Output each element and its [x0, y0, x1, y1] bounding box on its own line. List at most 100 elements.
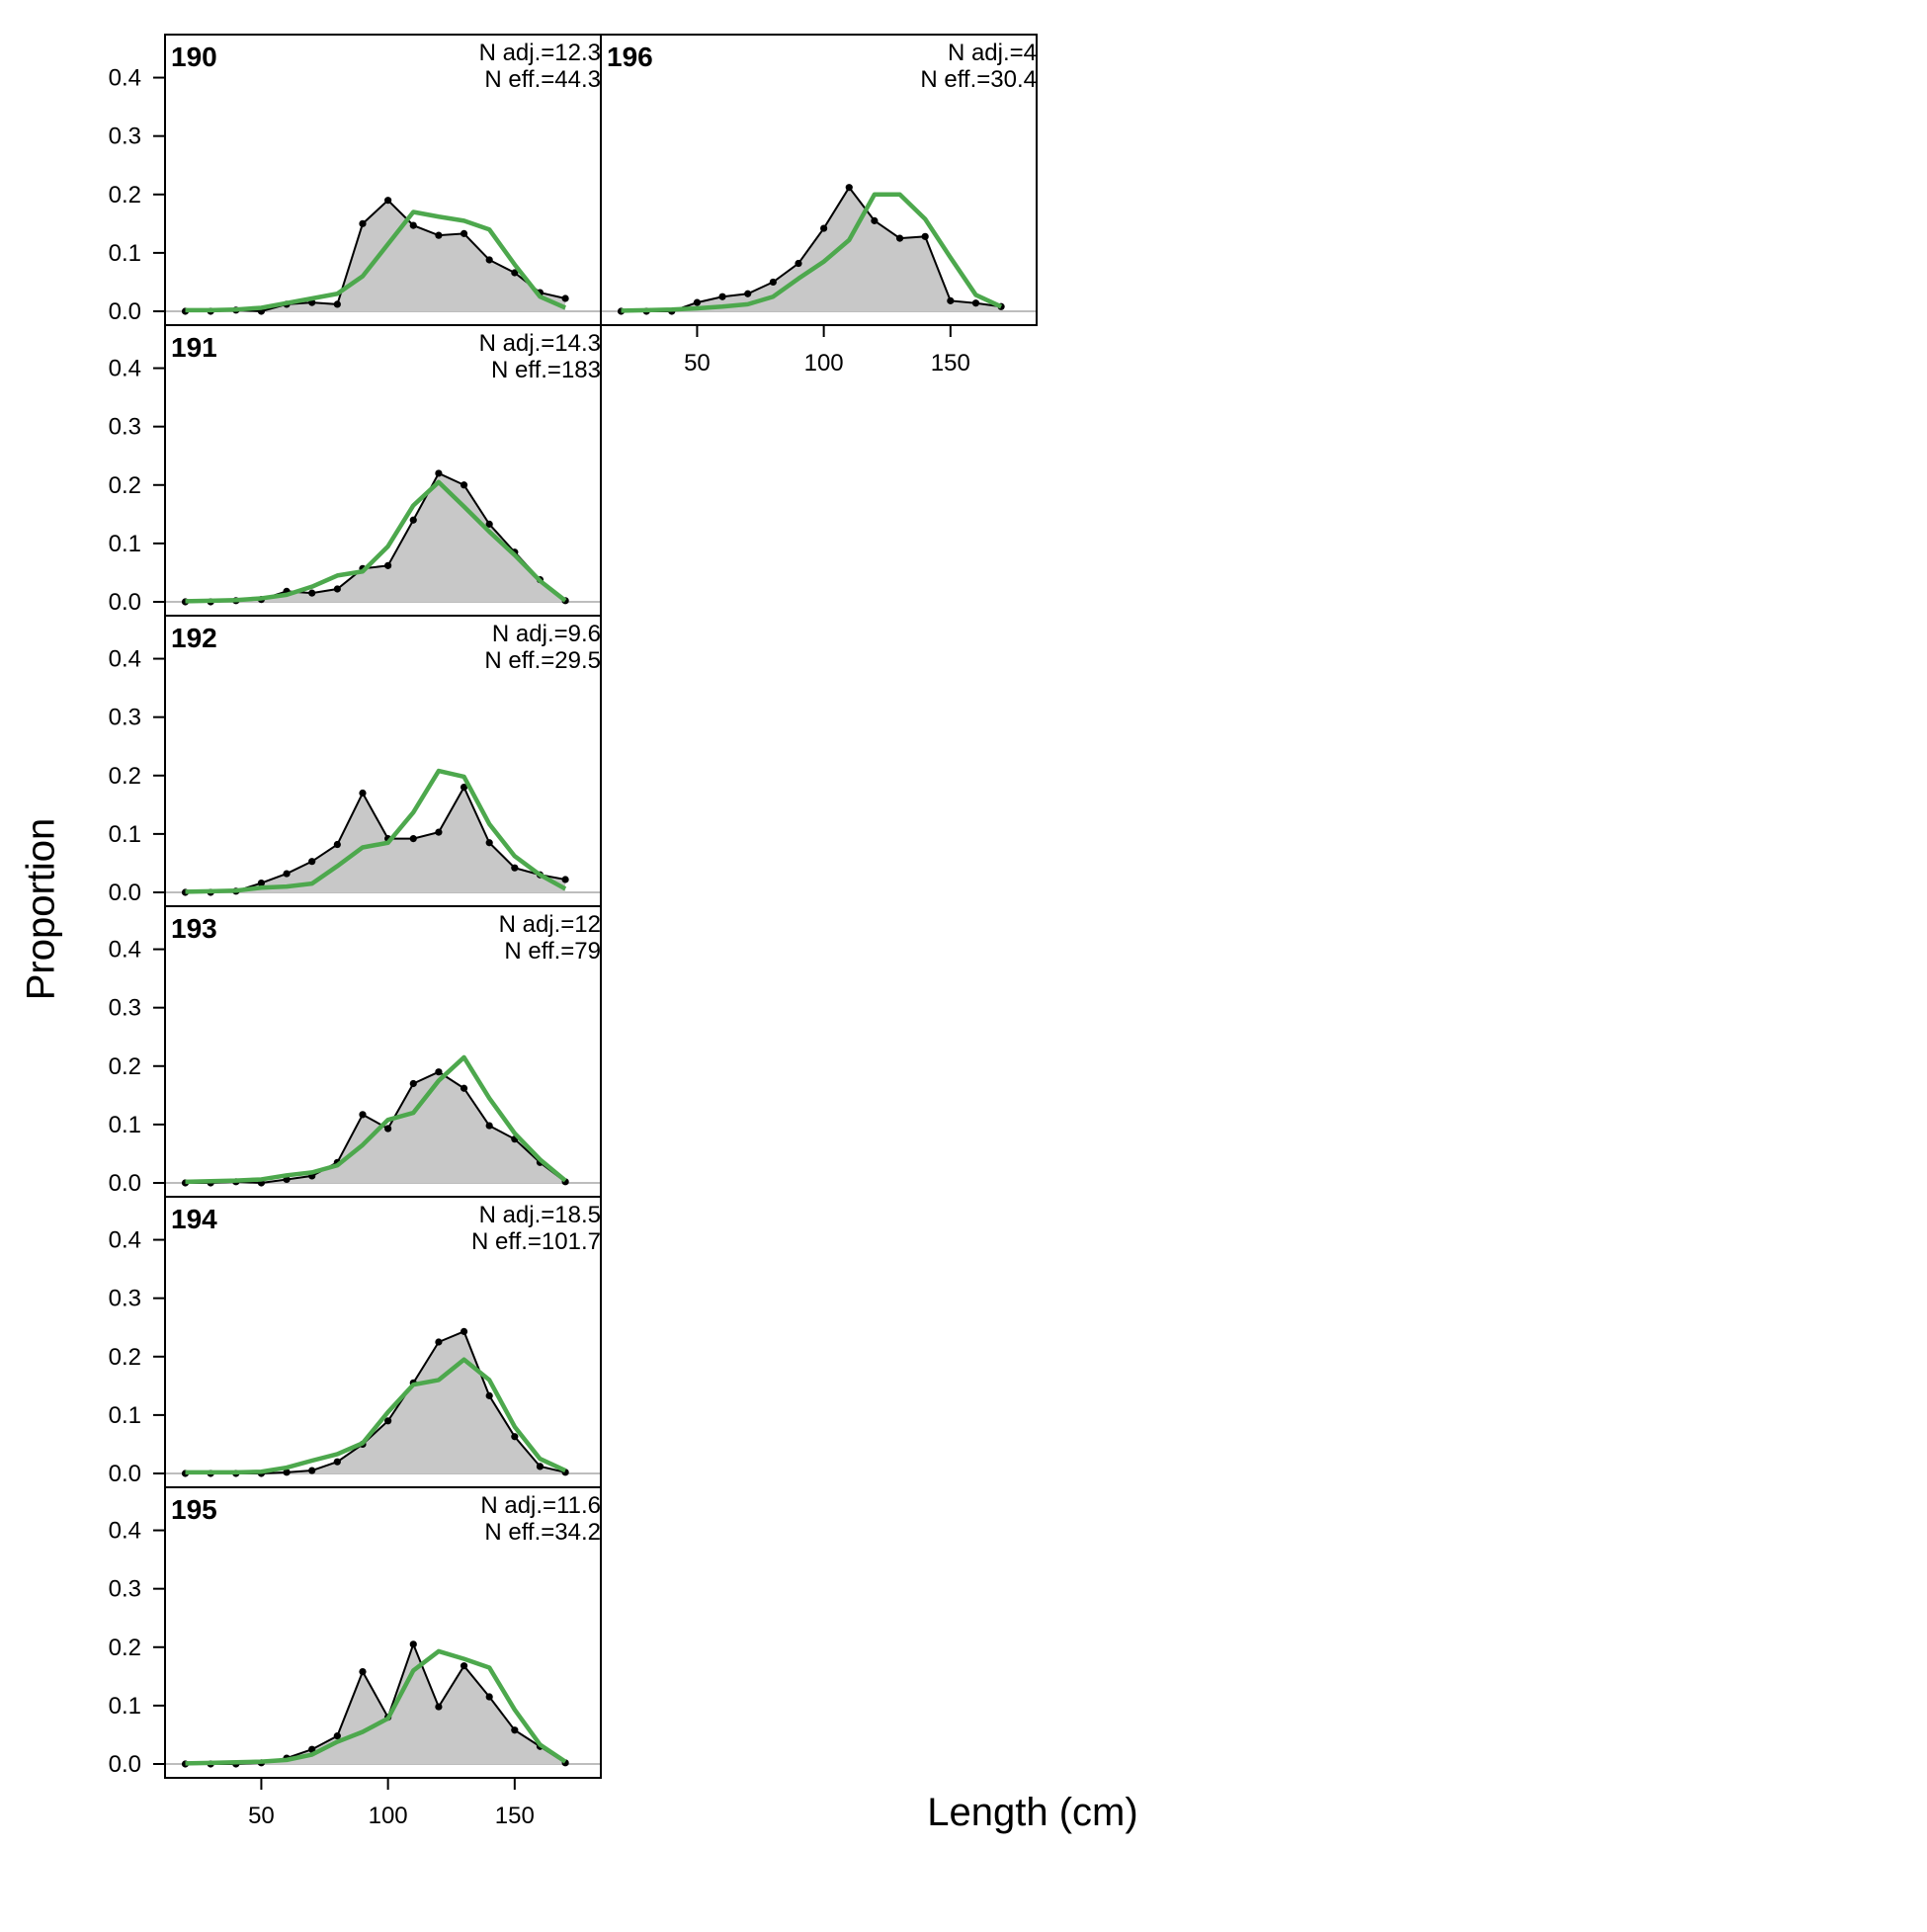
observed-point	[333, 585, 341, 593]
observed-point	[308, 1745, 316, 1753]
y-tick-label: 0.2	[109, 1344, 141, 1371]
observed-point	[308, 1467, 316, 1474]
observed-point	[485, 256, 493, 264]
y-tick-label: 0.4	[109, 937, 141, 964]
y-tick-label: 0.2	[109, 1635, 141, 1661]
n-eff-label: N eff.=30.4	[920, 66, 1037, 93]
y-tick-label: 0.4	[109, 1227, 141, 1254]
n-adj-label: N adj.=14.3	[479, 330, 601, 357]
observed-point	[947, 296, 955, 304]
observed-point	[460, 481, 468, 489]
observed-area	[185, 787, 566, 892]
observed-point	[485, 520, 493, 528]
observed-point	[845, 184, 853, 192]
y-tick-label: 0.0	[109, 1751, 141, 1778]
observed-point	[435, 231, 443, 239]
observed-point	[511, 269, 519, 277]
y-tick-label: 0.0	[109, 1170, 141, 1197]
y-tick-label: 0.2	[109, 763, 141, 790]
expected-series	[185, 210, 567, 313]
observed-point	[536, 1463, 545, 1470]
n-eff-label: N eff.=34.2	[484, 1519, 601, 1546]
observed-point	[333, 300, 341, 308]
y-tick-label: 0.4	[109, 1518, 141, 1545]
observed-point	[460, 1327, 468, 1335]
panel-label: 194	[171, 1204, 217, 1234]
observed-point	[409, 1640, 417, 1648]
observed-point	[460, 229, 468, 237]
observed-point	[333, 1458, 341, 1466]
panel-label: 193	[171, 913, 217, 944]
y-tick-label: 0.3	[109, 705, 141, 731]
panel-label: 196	[607, 42, 653, 72]
y-axis-label: Proportion	[19, 817, 63, 1001]
observed-point	[485, 1693, 493, 1701]
y-tick-label: 0.1	[109, 1402, 141, 1429]
y-tick-label: 0.4	[109, 646, 141, 673]
panel-196: 196 N adj.=4N eff.=30.4 50 100 150	[600, 34, 1038, 377]
observed-point	[333, 840, 341, 849]
observed-area	[185, 1643, 566, 1764]
n-eff-label: N eff.=44.3	[484, 66, 601, 93]
x-axis-label: Length (cm)	[927, 1791, 1138, 1834]
observed-point	[744, 290, 752, 297]
observed-point	[384, 197, 392, 205]
observed-point	[895, 234, 904, 242]
observed-point	[971, 299, 980, 307]
observed-point	[435, 828, 443, 836]
observed-point	[359, 219, 367, 227]
y-tick-label: 0.4	[109, 65, 141, 92]
observed-point	[435, 1338, 443, 1346]
observed-point	[511, 864, 519, 872]
y-tick-label: 0.1	[109, 1693, 141, 1720]
observed-series	[185, 1070, 566, 1185]
observed-point	[460, 784, 468, 792]
observed-point	[359, 1111, 367, 1119]
n-eff-label: N eff.=183	[491, 357, 601, 383]
n-adj-label: N adj.=11.6	[480, 1492, 601, 1519]
y-tick-label: 0.0	[109, 1461, 141, 1487]
observed-point	[308, 589, 316, 597]
observed-point	[409, 835, 417, 843]
panel-border	[164, 1486, 602, 1779]
observed-point	[283, 870, 291, 878]
observed-area	[185, 1071, 566, 1183]
observed-point	[485, 1122, 493, 1130]
observed-point	[718, 293, 726, 300]
panel-label: 190	[171, 42, 217, 72]
panel-label: 191	[171, 332, 217, 363]
n-adj-label: N adj.=4	[948, 40, 1037, 66]
observed-point	[460, 1662, 468, 1670]
panel-label: 192	[171, 623, 217, 653]
n-adj-label: N adj.=12.3	[479, 40, 601, 66]
observed-point	[435, 469, 443, 477]
observed-area	[621, 187, 1002, 311]
y-tick-label: 0.3	[109, 414, 141, 441]
observed-area	[185, 472, 566, 602]
y-tick-label: 0.4	[109, 356, 141, 382]
observed-point	[257, 879, 266, 887]
x-tick-label: 50	[248, 1803, 275, 1829]
n-eff-label: N eff.=79	[504, 938, 601, 965]
x-tick-label: 50	[684, 350, 711, 377]
observed-point	[384, 561, 392, 569]
observed-point	[693, 298, 702, 306]
panel-border	[600, 34, 1038, 326]
observed-point	[460, 1084, 468, 1092]
x-tick-label: 100	[804, 350, 844, 377]
x-tick-label: 150	[495, 1803, 535, 1829]
x-tick-label: 150	[931, 350, 970, 377]
y-tick-label: 0.1	[109, 821, 141, 848]
observed-point	[485, 1391, 493, 1399]
observed-point	[359, 1668, 367, 1676]
y-tick-label: 0.1	[109, 1112, 141, 1138]
observed-point	[409, 221, 417, 229]
observed-point	[921, 232, 929, 240]
observed-point	[561, 294, 569, 302]
panel-191: 191 N adj.=14.3N eff.=183 0.0 0.1 0.2 0.3 0.4	[109, 324, 602, 617]
observed-point	[511, 1726, 519, 1734]
panel-193: 193 N adj.=12N eff.=79 0.0 0.1 0.2 0.3 0.4	[109, 905, 602, 1198]
panel-190: 190 N adj.=12.3N eff.=44.3 0.0 0.1 0.2 0.3 0.4	[109, 34, 602, 326]
y-tick-label: 0.0	[109, 298, 141, 325]
